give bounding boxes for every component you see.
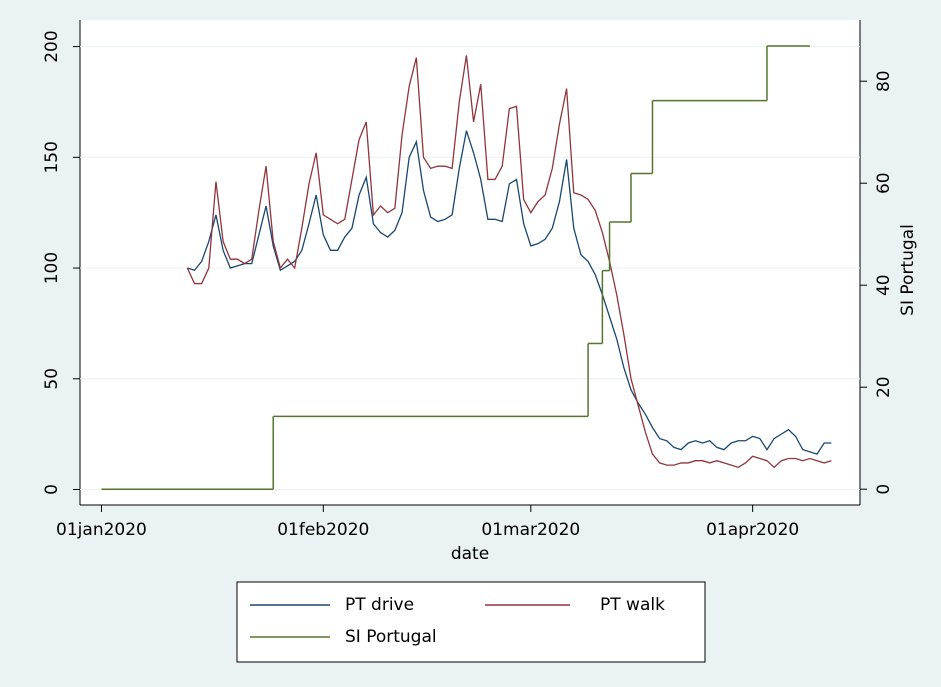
- x-axis-label: date: [451, 544, 489, 564]
- y-tick-label: 0: [42, 484, 62, 495]
- legend: [236, 581, 706, 663]
- y2-tick-label: 80: [874, 70, 894, 92]
- x-tick-label: 01jan2020: [56, 520, 147, 540]
- y2-tick-label: 40: [874, 274, 894, 296]
- legend-label: PT drive: [345, 595, 414, 615]
- y2-tick-label: 60: [874, 172, 894, 194]
- legend-label: SI Portugal: [345, 627, 437, 647]
- x-tick-label: 01feb2020: [277, 520, 369, 540]
- y-tick-label: 100: [42, 252, 62, 284]
- y2-axis-label: SI Portugal: [898, 224, 918, 316]
- y-tick-label: 150: [42, 141, 62, 173]
- series-line: [186, 55, 832, 469]
- series-line: [187, 130, 832, 455]
- y2-tick-label: 20: [874, 376, 894, 398]
- x-tick-label: 01apr2020: [706, 520, 799, 540]
- y-tick-label: 50: [42, 368, 62, 390]
- y2-tick-label: 0: [874, 484, 894, 495]
- legend-label: PT walk: [600, 595, 665, 615]
- x-tick-label: 01mar2020: [481, 520, 580, 540]
- y-tick-label: 200: [42, 30, 62, 62]
